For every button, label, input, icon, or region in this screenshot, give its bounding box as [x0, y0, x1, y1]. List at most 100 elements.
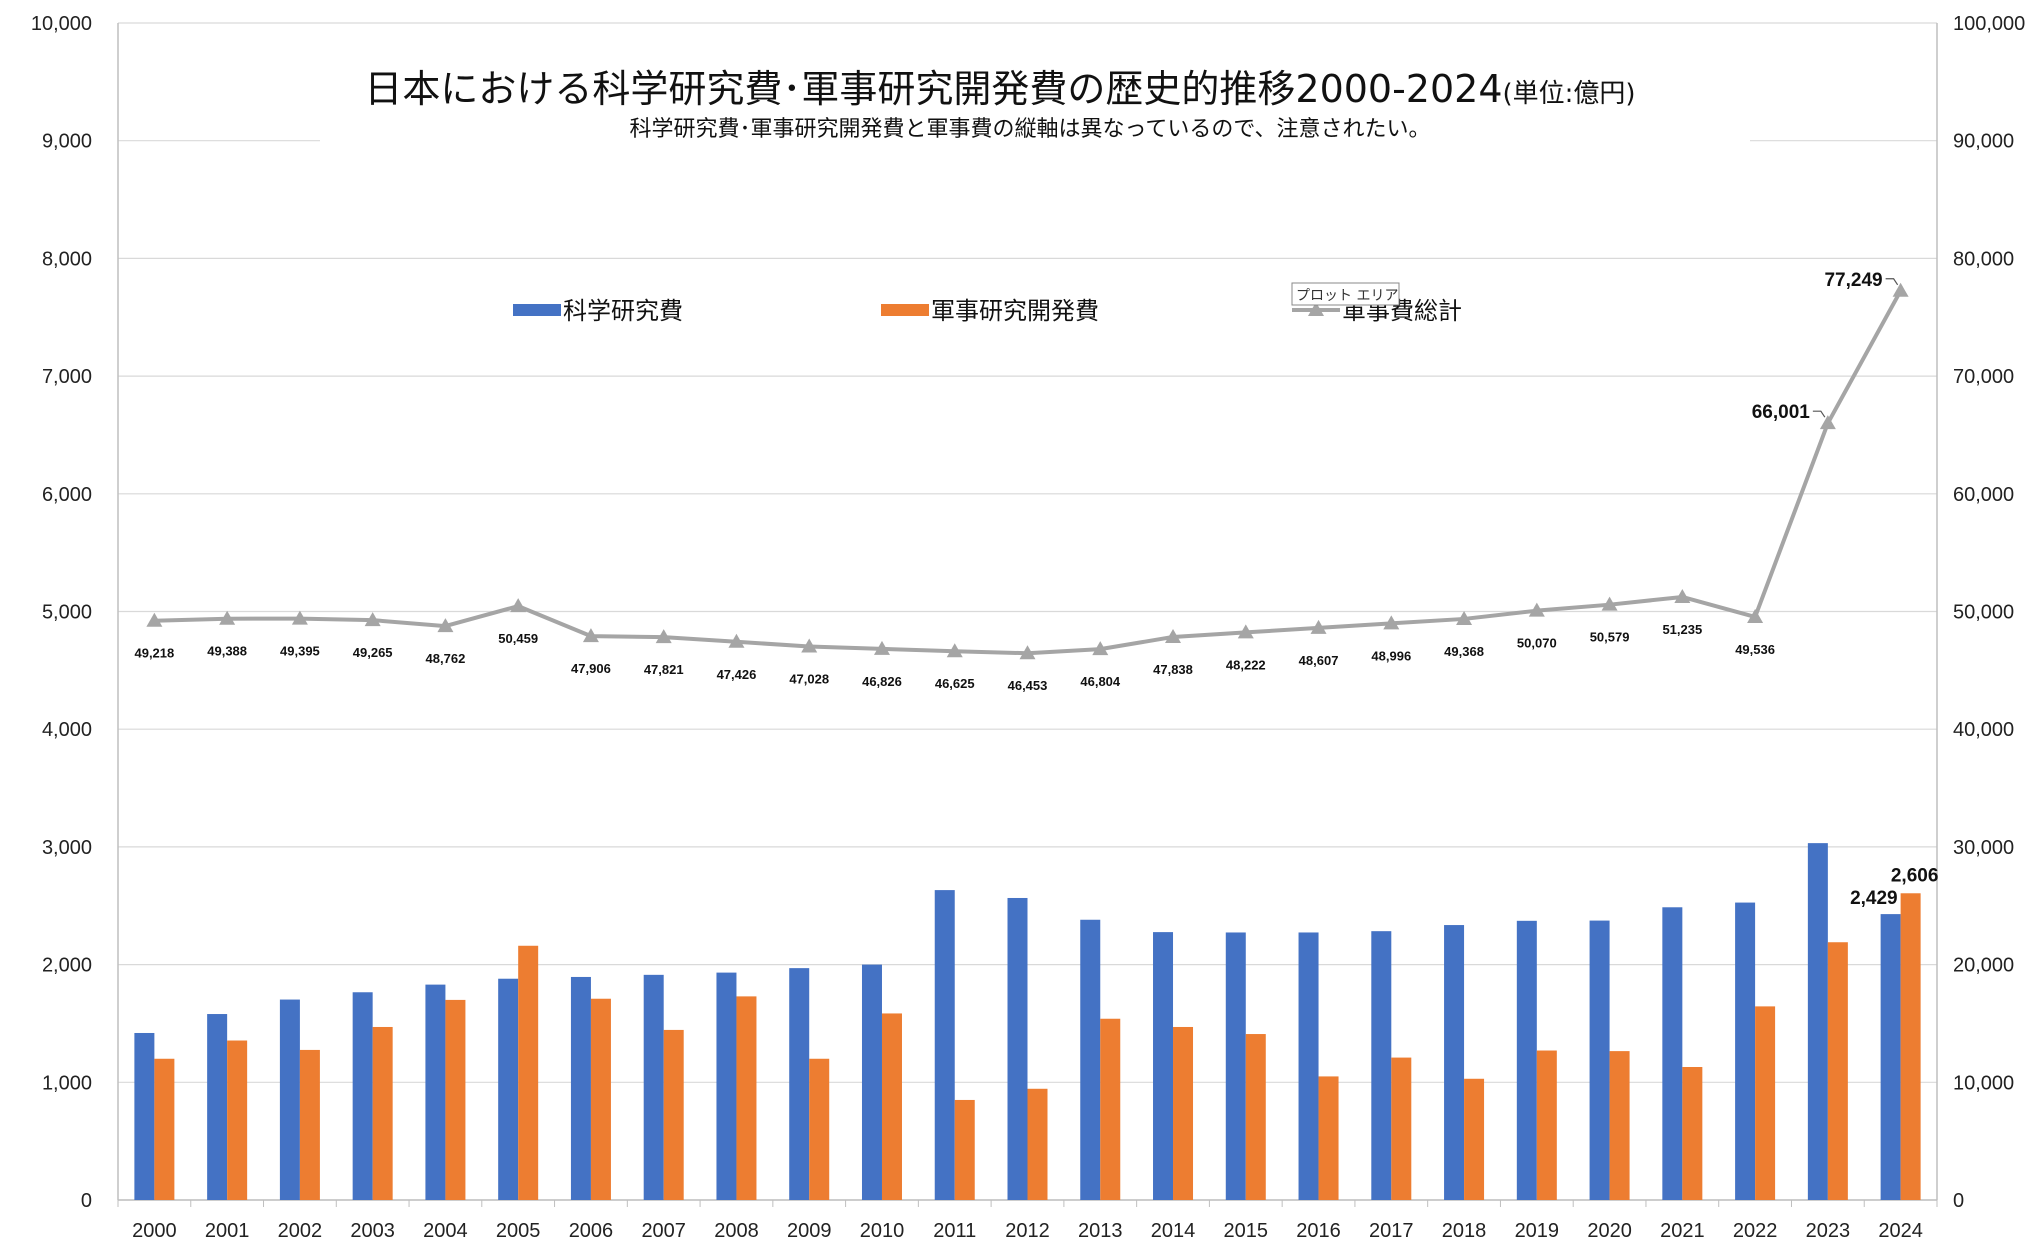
line-value-label: 47,821	[644, 662, 684, 677]
line-value-label: 48,996	[1371, 648, 1411, 663]
x-tick-label: 2009	[787, 1220, 832, 1242]
bar	[590, 998, 611, 1200]
bar	[1880, 914, 1901, 1200]
bar	[425, 984, 446, 1200]
x-tick-label: 2022	[1733, 1220, 1778, 1242]
bar	[1318, 1076, 1339, 1200]
bar	[1464, 1078, 1485, 1200]
line-value-label: 51,235	[1662, 622, 1702, 637]
bar-value-label: 2,429	[1850, 888, 1898, 909]
bar	[279, 999, 300, 1200]
x-tick-label: 2006	[569, 1220, 614, 1242]
bar	[1536, 1050, 1557, 1200]
legend-swatch	[513, 304, 561, 316]
line-point	[510, 598, 527, 613]
line-point	[219, 610, 236, 625]
line-value-label: 50,459	[498, 631, 538, 646]
line-value-label: 77,249	[1824, 270, 1882, 291]
bar	[352, 992, 373, 1200]
bar	[1225, 932, 1246, 1200]
bar	[1682, 1066, 1703, 1200]
bar	[1027, 1088, 1048, 1200]
bar	[1807, 843, 1828, 1200]
bar	[663, 1029, 684, 1200]
bar	[1298, 932, 1319, 1200]
x-tick-label: 2015	[1224, 1220, 1269, 1242]
left-tick-label: 9,000	[42, 131, 92, 153]
right-tick-label: 100,000	[1953, 13, 2025, 35]
legend-marker	[1308, 302, 1324, 316]
right-tick-label: 90,000	[1953, 131, 2014, 153]
x-tick-label: 2001	[205, 1220, 250, 1242]
line-point	[437, 618, 454, 633]
x-tick-label: 2019	[1515, 1220, 1560, 1242]
line-value-label: 66,001	[1752, 402, 1811, 423]
line-point	[655, 629, 672, 644]
bar	[1173, 1026, 1194, 1200]
line-point	[1165, 628, 1182, 643]
data-labels: 49,218 49,388 49,395 49,265 48,762 50,459 47,9…	[134, 270, 1938, 909]
line-point	[873, 640, 890, 655]
x-tick-label: 2014	[1151, 1220, 1196, 1242]
left-tick-label: 10,000	[31, 13, 92, 35]
series-line	[154, 289, 1903, 656]
title-block: 日本における科学研究費･軍事研究開発費の歴史的推移2000-2024(単位:億円…	[320, 62, 1750, 154]
line-point	[1310, 619, 1327, 634]
line-point	[1092, 641, 1109, 656]
bar	[1080, 919, 1101, 1200]
bar	[1100, 1018, 1121, 1200]
plot-area-tooltip: プロット エリア	[1291, 282, 1400, 306]
bar	[736, 996, 757, 1200]
bar	[445, 999, 466, 1200]
x-tick-label: 2016	[1296, 1220, 1341, 1242]
bar	[789, 968, 810, 1200]
line-point	[1747, 608, 1764, 623]
legend-label: 科学研究費	[563, 297, 683, 325]
line-point	[1383, 615, 1400, 630]
bar	[643, 974, 664, 1200]
bar	[861, 964, 882, 1200]
x-tick-label: 2023	[1806, 1220, 1851, 1242]
right-tick-label: 50,000	[1953, 602, 2014, 624]
line-point	[801, 638, 818, 653]
right-tick-label: 0	[1953, 1190, 1964, 1212]
line-value-label: 47,426	[717, 667, 757, 682]
line-value-label: 49,388	[207, 644, 247, 659]
bar	[1444, 925, 1465, 1200]
x-tick-label: 2005	[496, 1220, 541, 1242]
left-tick-label: 0	[81, 1190, 92, 1212]
line-point	[1601, 596, 1618, 611]
left-tick-label: 1,000	[42, 1072, 92, 1094]
x-tick-label: 2000	[132, 1220, 177, 1242]
legend-label: 軍事研究開発費	[931, 297, 1099, 325]
line-value-label: 50,070	[1517, 636, 1557, 651]
line-value-label: 46,826	[862, 674, 902, 689]
x-axis-ticks: 2000 2001 2002 2003 2004 2005 2006 2007 2008 2009…	[117, 1200, 1938, 1242]
x-tick-label: 2020	[1587, 1220, 1632, 1242]
left-tick-label: 4,000	[42, 719, 92, 741]
bar	[1735, 902, 1756, 1200]
right-tick-label: 80,000	[1953, 248, 2014, 270]
line-value-label: 46,625	[935, 676, 975, 691]
left-tick-label: 8,000	[42, 248, 92, 270]
line-point	[582, 628, 599, 643]
left-axis-ticks: 0 1,000 2,000 3,000 4,000 5,000 6,000 7,000 8,00…	[31, 13, 92, 1212]
bar	[954, 1099, 975, 1200]
left-tick-label: 7,000	[42, 366, 92, 388]
bar	[809, 1058, 830, 1200]
line-point	[728, 633, 745, 648]
bar	[1371, 931, 1392, 1200]
line-point	[1019, 645, 1036, 660]
line-value-label: 47,028	[789, 671, 829, 686]
x-tick-label: 2017	[1369, 1220, 1414, 1242]
line-point	[291, 610, 308, 625]
legend: 科学研究費 軍事研究開発費 軍事費総計	[513, 297, 1462, 325]
left-tick-label: 6,000	[42, 484, 92, 506]
bar	[207, 1014, 228, 1200]
line-value-label: 49,395	[280, 644, 320, 659]
line-point	[364, 612, 381, 627]
bar	[1007, 897, 1028, 1200]
chart-title: 日本における科学研究費･軍事研究開発費の歴史的推移2000-2024(単位:億円…	[364, 67, 1635, 111]
line-value-label: 47,906	[571, 661, 611, 676]
